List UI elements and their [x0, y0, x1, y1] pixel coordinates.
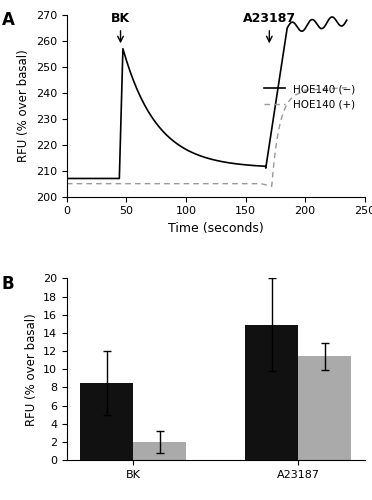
- HOE140 (−): [330, 14, 335, 20]
- HOE140 (−): [200, 154, 205, 160]
- Line: HOE140 (−): HOE140 (−): [67, 17, 347, 178]
- HOE140 (+): [96, 180, 100, 186]
- Text: A: A: [1, 12, 15, 30]
- HOE140 (−): [310, 16, 315, 22]
- HOE140 (−): [112, 176, 116, 182]
- HOE140 (+): [344, 84, 349, 90]
- Text: A23187: A23187: [243, 12, 296, 26]
- HOE140 (−): [67, 176, 71, 182]
- HOE140 (−): [344, 17, 349, 23]
- Legend: HOE140 (−), HOE140 (+): HOE140 (−), HOE140 (+): [260, 80, 359, 114]
- Text: BK: BK: [111, 12, 130, 26]
- Bar: [133, 442, 186, 460]
- Text: B: B: [1, 274, 14, 292]
- HOE140 (+): [102, 180, 106, 186]
- HOE140 (+): [272, 155, 277, 161]
- HOE140 (+): [295, 92, 299, 98]
- HOE140 (+): [182, 180, 187, 186]
- HOE140 (−): [65, 176, 69, 182]
- Bar: [298, 356, 351, 460]
- Y-axis label: RFU (% over basal): RFU (% over basal): [25, 313, 38, 426]
- HOE140 (+): [269, 184, 274, 190]
- Bar: [246, 324, 298, 460]
- Line: HOE140 (+): HOE140 (+): [67, 88, 347, 186]
- HOE140 (−): [209, 156, 214, 162]
- X-axis label: Time (seconds): Time (seconds): [168, 222, 264, 235]
- HOE140 (−): [322, 24, 327, 30]
- HOE140 (+): [74, 180, 79, 186]
- HOE140 (+): [65, 180, 69, 186]
- Bar: [80, 383, 133, 460]
- Y-axis label: RFU (% over basal): RFU (% over basal): [17, 50, 31, 162]
